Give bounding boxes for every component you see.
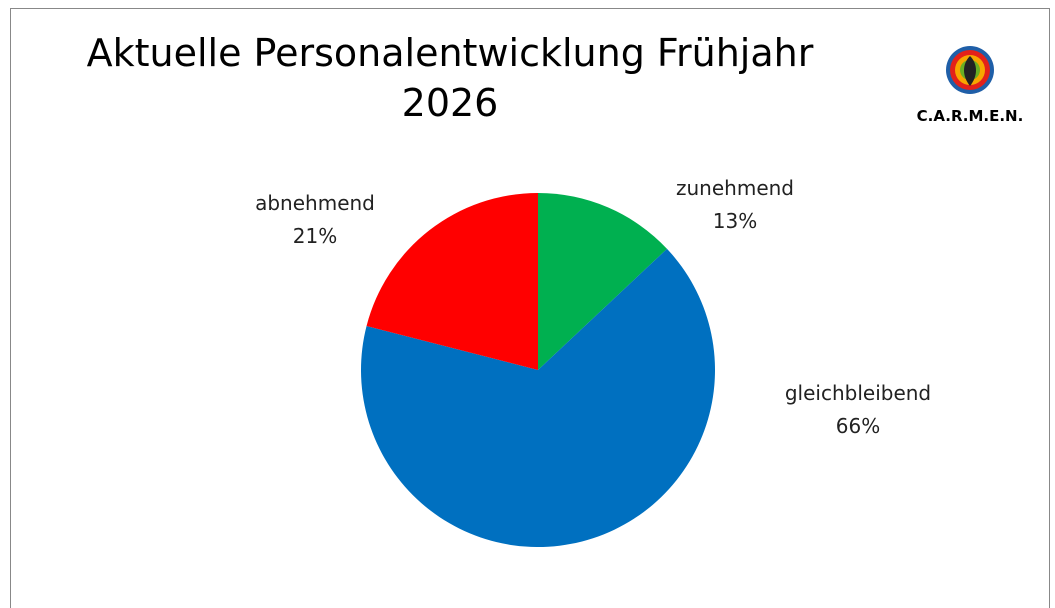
logo-leaf	[964, 56, 976, 86]
logo-text: C.A.R.M.E.N.	[917, 107, 1024, 125]
pie-slice	[538, 193, 668, 370]
value-label: 21%	[293, 224, 337, 248]
chart-frame	[10, 8, 1050, 608]
value-label: 66%	[836, 414, 880, 438]
slice-label: abnehmend	[255, 191, 375, 215]
pie-slice	[366, 193, 538, 370]
pie-slice	[361, 248, 715, 548]
logo: C.A.R.M.E.N.	[917, 46, 1024, 125]
value-label: 13%	[713, 209, 757, 233]
slice-label: zunehmend	[676, 176, 794, 200]
chart-title: Aktuelle Personalentwicklung Frühjahr 20…	[86, 31, 814, 125]
slice-label: gleichbleibend	[785, 381, 931, 405]
